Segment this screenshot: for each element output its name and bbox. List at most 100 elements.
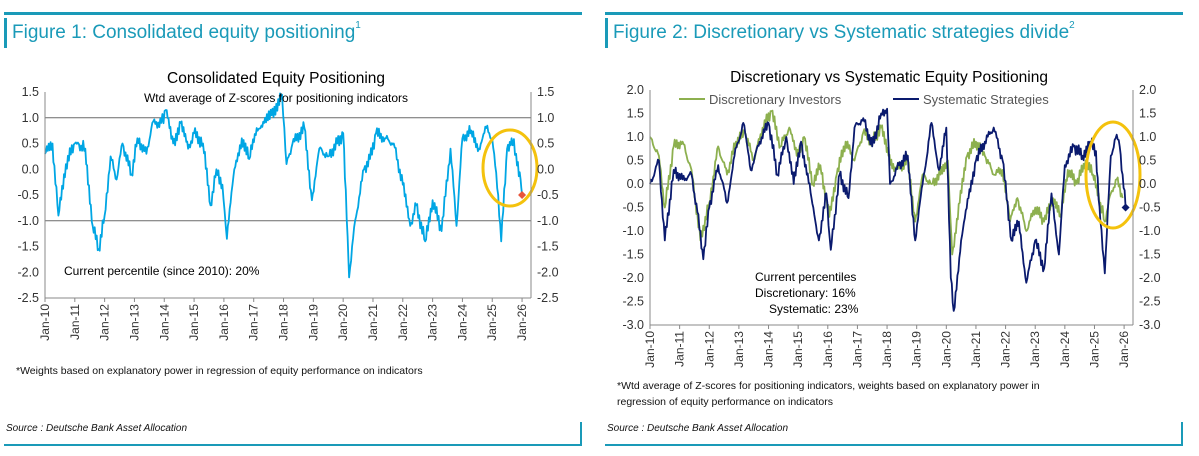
y-tick-label-right: -1.5: [537, 240, 559, 254]
x-tick-label: Jan-11: [673, 331, 687, 367]
figure-top-rule: [4, 12, 582, 15]
y-tick-label-right: 1.5: [1139, 107, 1156, 121]
x-tick-label: Jan-14: [157, 304, 171, 341]
x-tick-label: Jan-19: [910, 331, 924, 368]
x-tick-label: Jan-20: [336, 304, 350, 341]
x-tick-label: Jan-21: [969, 331, 983, 368]
figure-title: Figure 1: Consolidated equity positionin…: [12, 20, 361, 43]
x-tick-label: Jan-14: [762, 331, 776, 368]
y-tick-label-right: 2.0: [1139, 83, 1156, 97]
x-tick-label: Jan-16: [821, 331, 835, 368]
latest-value-marker: [1121, 203, 1130, 212]
y-tick-label-left: 0.0: [22, 162, 39, 176]
x-tick-label: Jan-13: [732, 331, 746, 368]
y-tick-label-right: 1.5: [537, 85, 554, 99]
x-tick-label: Jan-24: [455, 304, 469, 341]
series-line-consolidated: [44, 92, 523, 279]
x-tick-label: Jan-23: [426, 304, 440, 341]
y-tick-label-right: 0.0: [537, 162, 554, 176]
chart-title: Discretionary vs Systematic Equity Posit…: [730, 69, 1048, 86]
footnote: *Wtd average of Z-scores for positioning…: [617, 378, 1040, 410]
y-tick-label-right: 0.5: [537, 137, 554, 151]
figure-corner-bar: [1181, 422, 1183, 446]
series-line-discretionary-investors: [649, 109, 1124, 256]
percentile-discretionary: Discretionary: 16%: [755, 286, 856, 300]
y-tick-label-left: 1.0: [627, 130, 644, 144]
figure-bottom-rule: [4, 444, 582, 446]
y-tick-label-right: 1.0: [537, 111, 554, 125]
y-tick-label-left: -3.0: [622, 318, 644, 332]
source-note: Source : Deutsche Bank Asset Allocation: [607, 423, 789, 434]
series-layer: [44, 92, 539, 279]
y-tick-label-left: -1.0: [17, 214, 39, 228]
chart-discretionary-vs-systematic: 2.0 2.0 1.5 1.5 1.0 1.0 0.5 0.5 0.0 0.0 -0.5 -0.5 -1…: [622, 69, 1160, 368]
x-tick-label: Jan-24: [1058, 331, 1072, 368]
x-tick-label: Jan-25: [485, 304, 499, 341]
x-tick-label: Jan-22: [999, 331, 1013, 368]
figure-title: Figure 2: Discretionary vs Systematic st…: [613, 20, 1075, 43]
figure-title-bar: [4, 18, 7, 48]
y-tick-label-left: 1.0: [22, 111, 39, 125]
y-tick-label-left: 1.5: [627, 107, 644, 121]
x-tick-label: Jan-19: [306, 304, 320, 341]
series-line-systematic-strategies: [649, 107, 1127, 312]
chart-title: Consolidated Equity Positioning: [167, 70, 385, 87]
y-tick-label-right: -0.5: [1139, 201, 1161, 215]
x-tick-label: Jan-18: [277, 304, 291, 341]
footnote: *Weights based on explanatory power in r…: [16, 363, 423, 379]
x-tick-label: Jan-15: [791, 331, 805, 368]
x-tick-label: Jan-11: [68, 304, 82, 340]
x-tick-label: Jan-18: [880, 331, 894, 368]
x-tick-label: Jan-12: [98, 304, 112, 341]
figure-corner-bar: [580, 422, 582, 446]
y-tick-label-left: 1.5: [22, 85, 39, 99]
y-tick-label-right: 0.5: [1139, 154, 1156, 168]
x-tick-label: Jan-16: [217, 304, 231, 341]
percentiles-heading: Current percentiles: [755, 270, 856, 284]
figure-2-panel: Figure 2: Discretionary vs Systematic st…: [601, 0, 1199, 456]
y-tick-label-left: 0.5: [22, 137, 39, 151]
axis-layer: 2.0 2.0 1.5 1.5 1.0 1.0 0.5 0.5 0.0 0.0 -0.5 -0.5 -1…: [622, 83, 1160, 368]
y-tick-label-left: 0.5: [627, 154, 644, 168]
grid-layer: [45, 117, 531, 222]
y-tick-label-right: -2.0: [537, 265, 559, 279]
y-tick-label-right: 1.0: [1139, 130, 1156, 144]
y-tick-label-left: -2.5: [622, 295, 644, 309]
series-layer: [649, 107, 1142, 312]
footnote-line: *Weights based on explanatory power in r…: [16, 365, 423, 377]
y-tick-label-left: -1.5: [622, 248, 644, 262]
percentile-systematic: Systematic: 23%: [769, 302, 859, 316]
y-tick-label-left: -2.0: [17, 265, 39, 279]
figure-bottom-rule: [605, 444, 1183, 446]
x-tick-label: Jan-10: [643, 331, 657, 368]
highlight-circle: [1084, 120, 1142, 230]
axis-layer: 1.5 1.5 1.0 1.0 0.5 0.5 0.0 0.0 -0.5 -0.5 -1.0 -1.0…: [17, 85, 558, 341]
x-tick-label: Jan-15: [187, 304, 201, 341]
x-tick-label: Jan-17: [850, 331, 864, 368]
legend-label-systematic: Systematic Strategies: [923, 92, 1049, 107]
y-tick-label-left: -0.5: [17, 188, 39, 202]
y-tick-label-left: -0.5: [622, 201, 644, 215]
figure-title-bar: [605, 18, 608, 48]
x-tick-label: Jan-13: [127, 304, 141, 341]
footnote-line: regression of equity performance on indi…: [617, 396, 833, 408]
y-tick-label-right: -0.5: [537, 188, 559, 202]
x-tick-label: Jan-23: [1028, 331, 1042, 368]
percentile-annotation: Current percentile (since 2010): 20%: [64, 264, 260, 278]
y-tick-label-right: -2.5: [537, 291, 559, 305]
figure-1-panel: Figure 1: Consolidated equity positionin…: [0, 0, 598, 456]
x-tick-label: Jan-10: [38, 304, 52, 341]
y-tick-label-left: -2.0: [622, 271, 644, 285]
y-tick-label-right: -3.0: [1139, 318, 1161, 332]
y-tick-label-right: -2.5: [1139, 295, 1161, 309]
y-tick-label-right: 0.0: [1139, 177, 1156, 191]
latest-value-marker: [518, 191, 527, 199]
x-tick-label: Jan-21: [366, 304, 380, 341]
y-tick-label-right: -1.0: [1139, 224, 1161, 238]
legend-label-discretionary: Discretionary Investors: [709, 92, 842, 107]
x-tick-label: Jan-26: [1117, 331, 1131, 368]
y-tick-label-left: 0.0: [627, 177, 644, 191]
y-tick-label-left: -1.0: [622, 224, 644, 238]
y-tick-label-left: -2.5: [17, 291, 39, 305]
y-tick-label-left: 2.0: [627, 83, 644, 97]
